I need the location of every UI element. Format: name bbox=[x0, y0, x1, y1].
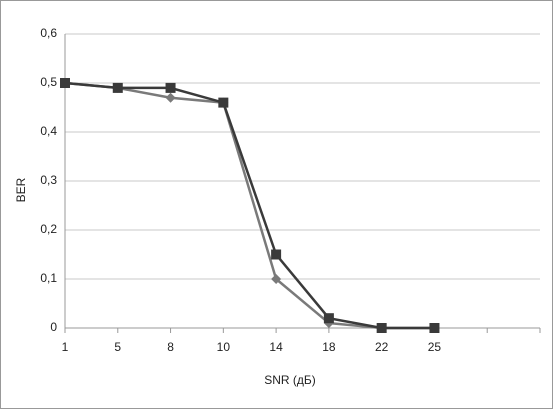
x-tick-label: 25 bbox=[428, 340, 442, 354]
x-tick-label: 1 bbox=[62, 340, 69, 354]
marker bbox=[60, 78, 70, 88]
series-line bbox=[64, 81, 435, 330]
x-tick-label: 5 bbox=[114, 340, 121, 354]
y-tick-label: 0,3 bbox=[40, 173, 57, 187]
y-tick-label: 0,4 bbox=[40, 124, 57, 138]
x-axis-label: SNR (дБ) bbox=[264, 373, 316, 387]
y-tick-label: 0,5 bbox=[40, 75, 57, 89]
marker bbox=[218, 97, 229, 108]
x-tick-label: 8 bbox=[167, 340, 174, 354]
y-axis-label: BER bbox=[14, 177, 28, 202]
marker bbox=[271, 249, 282, 260]
y-tick-label: 0 bbox=[50, 320, 57, 334]
y-tick-label: 0,1 bbox=[40, 271, 57, 285]
x-tick-label: 14 bbox=[269, 340, 283, 354]
y-tick-label: 0,2 bbox=[40, 222, 57, 236]
y-tick-label: 0,6 bbox=[40, 26, 57, 40]
marker bbox=[271, 274, 282, 284]
marker bbox=[429, 323, 440, 333]
marker bbox=[112, 82, 123, 93]
marker bbox=[165, 82, 176, 93]
marker bbox=[323, 313, 334, 324]
x-tick-label: 22 bbox=[375, 340, 389, 354]
marker bbox=[165, 92, 176, 103]
x-tick-label: 10 bbox=[217, 340, 231, 354]
x-tick-label: 18 bbox=[322, 340, 336, 354]
marker bbox=[376, 323, 387, 333]
